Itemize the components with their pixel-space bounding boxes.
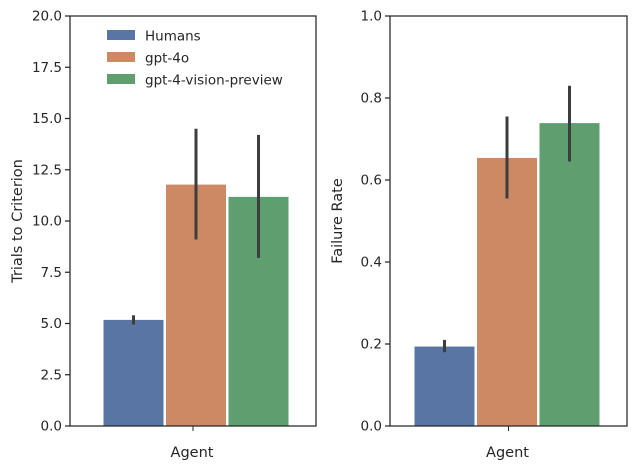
y-tick-label: 2.5 [41,367,62,383]
legend-label: gpt-4o [145,51,189,67]
y-axis-label: Trials to Criterion [10,159,26,284]
legend-swatch [107,52,135,62]
y-tick-label: 5.0 [41,316,62,332]
y-axis-label: Failure Rate [330,178,346,264]
bar-humans [413,345,476,427]
x-axis-label: Agent [486,445,529,461]
bar-gpt-4o [476,156,538,427]
y-tick-label: 10.0 [32,214,62,230]
y-tick-label: 15.0 [32,111,62,127]
legend-swatch [107,30,135,40]
bar-humans [102,318,165,427]
y-tick-label: 0.6 [361,173,382,189]
y-tick-label: 7.5 [41,265,62,281]
y-tick-label: 0.4 [361,255,382,271]
legend-label: gpt-4-vision-preview [145,73,283,89]
y-tick-label: 0.8 [361,91,382,107]
panel-failure-rate: 0.0 0.2 0.4 0.6 0.8 1.0 Agent Failure Rate [330,9,628,461]
x-axis-label: Agent [171,445,214,461]
legend-label: Humans [145,29,201,45]
legend-swatch [107,74,135,84]
y-tick-label: 1.0 [361,9,382,25]
legend: Humans gpt-4o gpt-4-vision-preview [107,29,283,89]
bar-gpt-4-vision-preview [538,122,601,427]
y-tick-label: 17.5 [32,60,62,76]
y-tick-label: 0.0 [361,419,382,435]
y-tick-label: 12.5 [32,162,62,178]
y-tick-label: 20.0 [32,9,62,25]
y-tick-label: 0.2 [361,337,382,353]
y-tick-label: 0.0 [41,419,62,435]
panel-trials-to-criterion: 0.0 2.5 5.0 7.5 10.0 12.5 15.0 17.5 20.0 Agent Tri… [10,9,317,461]
